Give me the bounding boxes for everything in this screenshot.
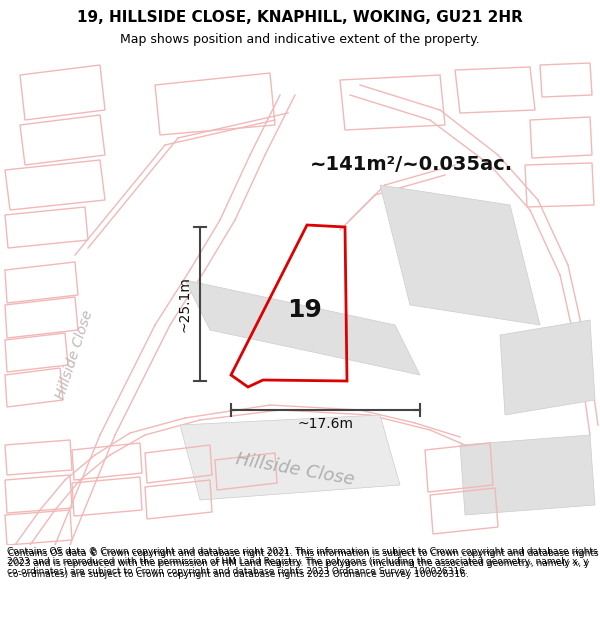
Text: ~17.6m: ~17.6m bbox=[298, 417, 353, 431]
Text: 19: 19 bbox=[287, 298, 322, 322]
Text: ~141m²/~0.035ac.: ~141m²/~0.035ac. bbox=[310, 156, 513, 174]
Text: Contains OS data © Crown copyright and database right 2021. This information is : Contains OS data © Crown copyright and d… bbox=[7, 547, 598, 576]
Text: Map shows position and indicative extent of the property.: Map shows position and indicative extent… bbox=[120, 32, 480, 46]
Text: ~25.1m: ~25.1m bbox=[178, 276, 192, 332]
Polygon shape bbox=[185, 280, 420, 375]
Polygon shape bbox=[460, 435, 595, 515]
Text: Contains OS data © Crown copyright and database right 2021. This information is : Contains OS data © Crown copyright and d… bbox=[8, 549, 599, 579]
Text: 19, HILLSIDE CLOSE, KNAPHILL, WOKING, GU21 2HR: 19, HILLSIDE CLOSE, KNAPHILL, WOKING, GU… bbox=[77, 9, 523, 24]
Text: Hillside Close: Hillside Close bbox=[54, 309, 96, 401]
Polygon shape bbox=[180, 415, 400, 500]
Text: Hillside Close: Hillside Close bbox=[234, 451, 356, 489]
Polygon shape bbox=[380, 185, 540, 325]
Polygon shape bbox=[500, 320, 595, 415]
